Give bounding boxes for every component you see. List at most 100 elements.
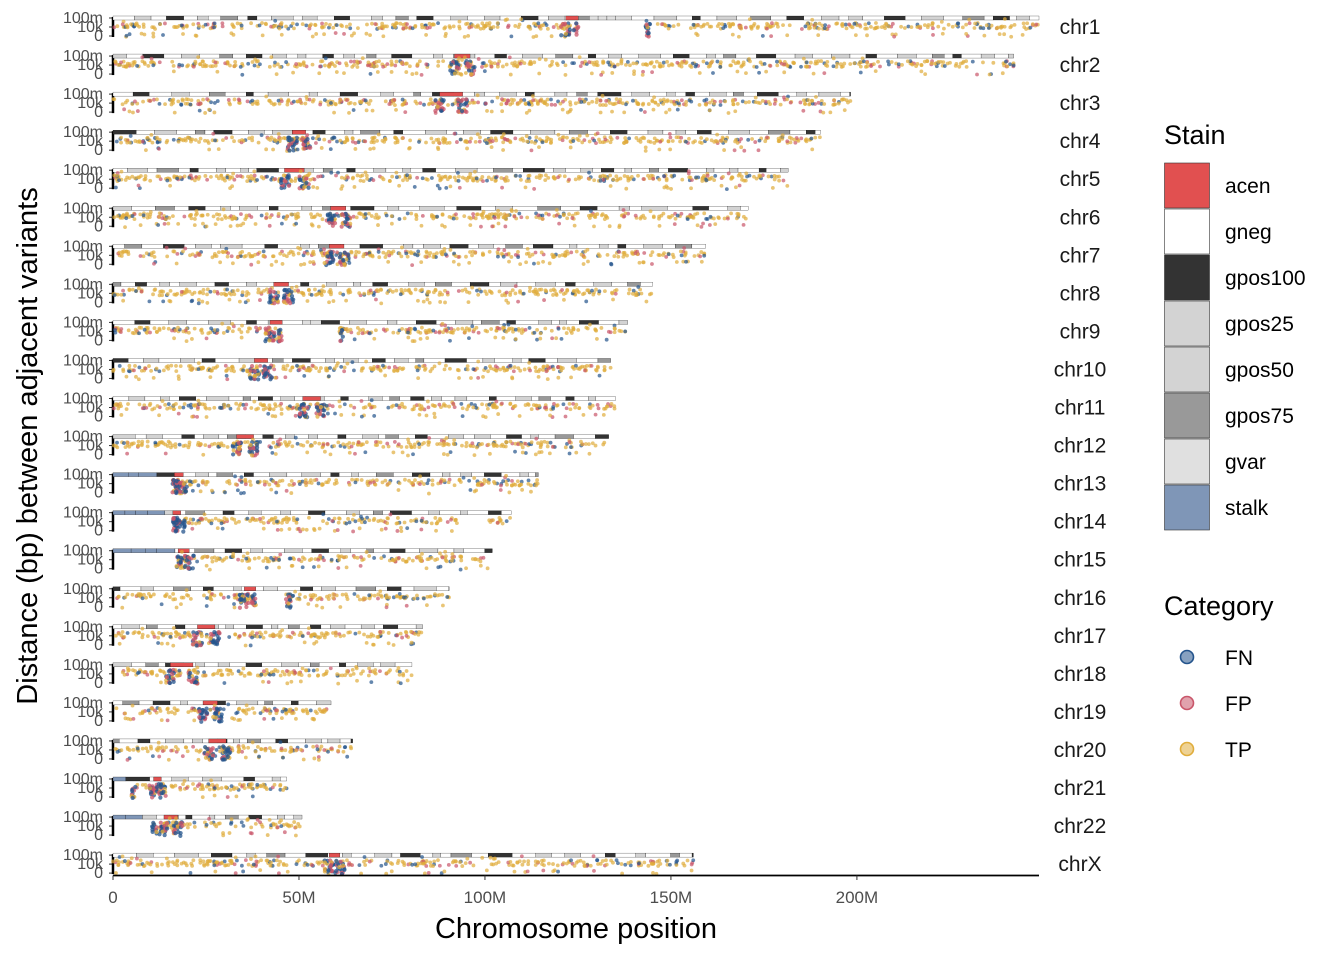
variant-point-tp	[785, 97, 789, 102]
variant-point-tp	[747, 17, 752, 22]
variant-point-tp	[260, 33, 265, 38]
variant-point-tp	[242, 254, 247, 259]
variant-point-tp	[463, 287, 468, 292]
variant-point-tp	[653, 100, 658, 105]
variant-point-tp	[201, 221, 205, 226]
variant-point-fp	[426, 405, 431, 410]
variant-point-tp	[865, 26, 869, 31]
band-gpos75	[962, 15, 985, 21]
variant-point-fp	[476, 100, 480, 105]
variant-point-tp	[561, 135, 566, 140]
variant-point-fn	[350, 360, 355, 365]
variant-point-tp	[785, 183, 790, 188]
variant-point-fp	[753, 140, 758, 144]
band-gpos100	[339, 91, 358, 97]
band-gpos50	[143, 358, 160, 363]
variant-point-tp	[565, 24, 570, 29]
variant-point-tp	[577, 367, 582, 371]
band-gneg	[484, 91, 500, 97]
variant-point-fn	[410, 26, 415, 31]
band-gneg	[375, 53, 392, 59]
variant-point-tp	[504, 213, 509, 218]
variant-point-fp	[756, 148, 761, 153]
variant-point-tp	[311, 260, 316, 264]
variant-point-fn	[672, 173, 677, 178]
variant-point-fp	[122, 107, 127, 112]
variant-point-tp	[563, 31, 568, 36]
variant-point-tp	[190, 337, 194, 341]
variant-point-tp	[386, 259, 391, 264]
variant-point-tp	[559, 368, 564, 373]
variant-point-fn	[331, 257, 336, 263]
band-gpos100	[601, 168, 615, 173]
variant-point-tp	[338, 404, 342, 409]
variant-point-fn	[646, 30, 651, 36]
band-gneg	[423, 358, 446, 363]
variant-point-fp	[148, 99, 152, 103]
variant-point-fp	[596, 406, 601, 411]
variant-point-fp	[556, 365, 560, 370]
variant-point-fp	[668, 135, 673, 140]
variant-point-fn	[130, 214, 135, 218]
variant-point-tp	[431, 140, 436, 145]
band-gneg	[112, 320, 135, 325]
variant-point-tp	[770, 186, 775, 190]
variant-point-tp	[586, 259, 590, 264]
variant-point-tp	[208, 330, 213, 335]
variant-point-tp	[817, 26, 821, 31]
band-gneg	[595, 53, 609, 59]
variant-point-tp	[468, 216, 473, 221]
variant-point-fp	[511, 369, 516, 374]
variant-point-tp	[360, 56, 365, 61]
variant-point-tp	[576, 328, 581, 332]
variant-point-tp	[552, 288, 557, 293]
variant-point-tp	[216, 217, 220, 221]
variant-point-tp	[563, 73, 568, 77]
variant-point-tp	[569, 375, 573, 380]
variant-point-tp	[536, 369, 541, 374]
variant-point-tp	[662, 251, 666, 256]
variant-point-tp	[443, 174, 448, 179]
band-gpos100	[668, 168, 688, 173]
variant-point-tp	[149, 251, 154, 255]
band-gneg	[840, 91, 850, 97]
variant-point-tp	[567, 402, 572, 406]
variant-point-fp	[160, 216, 165, 221]
variant-point-fn	[886, 59, 890, 64]
variant-point-fp	[195, 415, 199, 419]
band-gneg	[174, 206, 189, 211]
variant-point-fn	[246, 61, 251, 66]
variant-point-tp	[230, 321, 235, 326]
variant-point-tp	[562, 326, 566, 331]
variant-point-tp	[615, 178, 619, 183]
variant-point-tp	[665, 59, 669, 64]
variant-point-tp	[572, 223, 577, 228]
variant-point-fp	[420, 213, 425, 218]
variant-point-tp	[155, 404, 160, 408]
variant-point-tp	[865, 60, 869, 65]
variant-point-tp	[429, 213, 434, 217]
band-gpos50	[134, 15, 152, 21]
variant-point-tp	[551, 254, 555, 259]
variant-point-fp	[351, 214, 356, 219]
variant-point-fn	[866, 21, 871, 26]
variant-point-fn	[212, 101, 217, 105]
variant-point-tp	[278, 251, 283, 256]
variant-point-tp	[579, 252, 584, 257]
variant-point-fn	[341, 292, 346, 297]
variant-point-tp	[133, 327, 138, 332]
variant-point-fp	[500, 185, 504, 190]
variant-point-tp	[380, 21, 385, 26]
variant-point-tp	[424, 140, 428, 145]
band-gpos50	[387, 320, 398, 325]
band-gneg	[408, 358, 416, 363]
band-gpos25	[343, 53, 355, 59]
variant-point-fp	[529, 148, 534, 153]
band-gneg	[516, 91, 526, 97]
variant-point-tp	[423, 329, 428, 333]
y-tick-label: 0	[94, 332, 103, 349]
variant-point-tp	[434, 138, 439, 142]
band-gneg	[385, 168, 403, 173]
variant-point-fn	[444, 185, 449, 190]
variant-point-tp	[729, 211, 733, 216]
